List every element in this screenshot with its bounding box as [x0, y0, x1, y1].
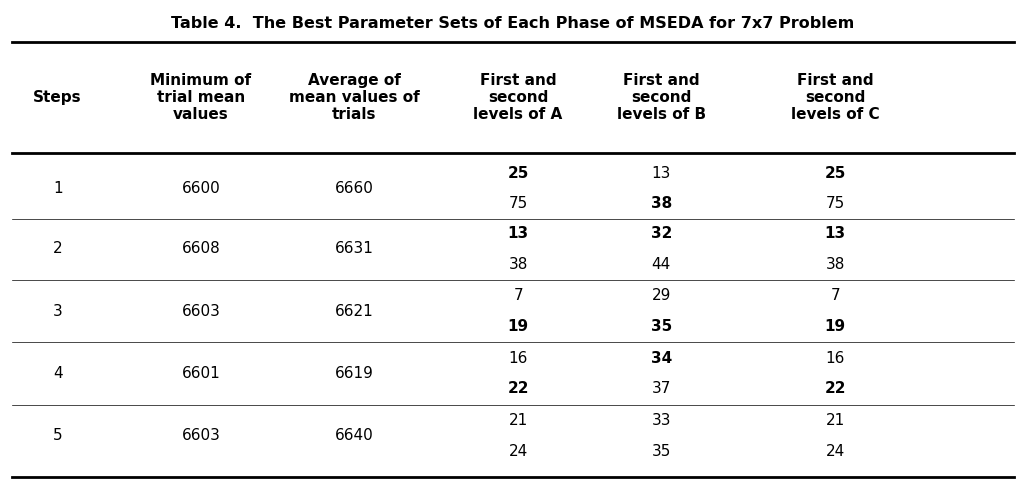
- Text: 6631: 6631: [334, 241, 373, 256]
- Text: 7: 7: [830, 288, 840, 303]
- Text: 37: 37: [652, 382, 671, 397]
- Text: Table 4.  The Best Parameter Sets of Each Phase of MSEDA for 7x7 Problem: Table 4. The Best Parameter Sets of Each…: [171, 16, 855, 31]
- Text: 6603: 6603: [182, 428, 221, 443]
- Text: 35: 35: [650, 319, 672, 334]
- Text: 33: 33: [652, 413, 671, 428]
- Text: 6640: 6640: [336, 428, 373, 443]
- Text: 19: 19: [825, 319, 845, 334]
- Text: 24: 24: [509, 444, 527, 459]
- Text: 6601: 6601: [182, 366, 221, 381]
- Text: 44: 44: [652, 256, 671, 271]
- Text: 75: 75: [509, 197, 527, 212]
- Text: 29: 29: [652, 288, 671, 303]
- Text: 2: 2: [53, 241, 63, 256]
- Text: 1: 1: [53, 181, 63, 196]
- Text: Minimum of
trial mean
values: Minimum of trial mean values: [151, 72, 251, 122]
- Text: 24: 24: [826, 444, 845, 459]
- Text: First and
second
levels of C: First and second levels of C: [791, 72, 879, 122]
- Text: 38: 38: [650, 197, 672, 212]
- Text: 16: 16: [509, 351, 527, 366]
- Text: 4: 4: [53, 366, 63, 381]
- Text: 13: 13: [508, 226, 528, 241]
- Text: Average of
mean values of
trials: Average of mean values of trials: [289, 72, 420, 122]
- Text: 5: 5: [53, 428, 63, 443]
- Text: 34: 34: [650, 351, 672, 366]
- Text: 6621: 6621: [336, 304, 373, 319]
- Text: 16: 16: [826, 351, 845, 366]
- Text: First and
second
levels of B: First and second levels of B: [617, 72, 706, 122]
- Text: 6603: 6603: [182, 304, 221, 319]
- Text: 22: 22: [508, 382, 528, 397]
- Text: 19: 19: [508, 319, 528, 334]
- Text: 13: 13: [652, 166, 671, 181]
- Text: 25: 25: [825, 166, 846, 181]
- Text: 6608: 6608: [182, 241, 221, 256]
- Text: Steps: Steps: [34, 90, 82, 105]
- Text: 13: 13: [825, 226, 845, 241]
- Text: 3: 3: [52, 304, 63, 319]
- Text: 38: 38: [826, 256, 845, 271]
- Text: 7: 7: [513, 288, 523, 303]
- Text: 21: 21: [509, 413, 527, 428]
- Text: First and
second
levels of A: First and second levels of A: [473, 72, 562, 122]
- Text: 22: 22: [825, 382, 846, 397]
- Text: 21: 21: [826, 413, 845, 428]
- Text: 6619: 6619: [334, 366, 373, 381]
- Text: 6660: 6660: [334, 181, 373, 196]
- Text: 38: 38: [509, 256, 527, 271]
- Text: 75: 75: [826, 197, 845, 212]
- Text: 6600: 6600: [182, 181, 221, 196]
- Text: 32: 32: [650, 226, 672, 241]
- Text: 25: 25: [508, 166, 528, 181]
- Text: 35: 35: [652, 444, 671, 459]
